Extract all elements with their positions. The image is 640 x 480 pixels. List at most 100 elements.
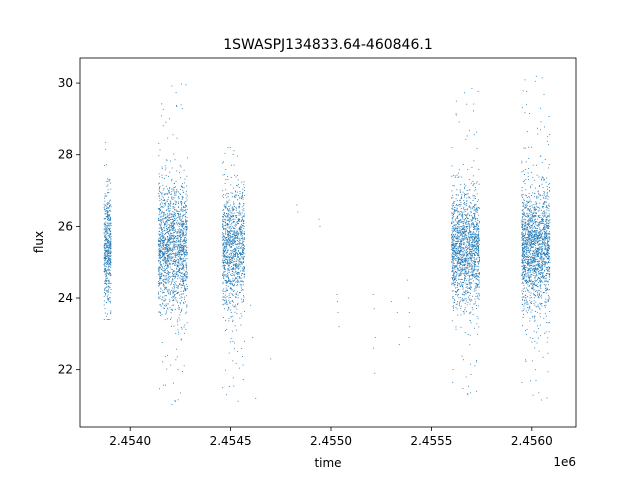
data-point xyxy=(238,207,240,209)
data-point xyxy=(109,269,111,271)
data-point xyxy=(469,220,471,222)
data-point xyxy=(183,261,185,262)
data-point xyxy=(107,260,109,262)
data-point xyxy=(474,235,476,237)
data-point xyxy=(186,272,188,274)
data-point xyxy=(455,274,457,276)
data-point xyxy=(183,252,185,254)
data-point xyxy=(166,256,168,258)
data-point xyxy=(543,230,545,232)
data-point xyxy=(528,213,530,215)
data-point xyxy=(241,227,243,228)
data-point xyxy=(241,284,243,286)
data-point xyxy=(165,216,167,218)
data-point xyxy=(104,254,106,256)
data-point xyxy=(453,251,455,253)
data-point xyxy=(105,221,107,223)
data-point xyxy=(454,278,456,280)
data-point xyxy=(461,196,463,198)
data-point xyxy=(104,213,106,215)
data-point xyxy=(184,324,186,326)
data-point xyxy=(179,269,180,270)
data-point xyxy=(231,222,233,224)
data-point xyxy=(454,250,456,252)
data-point xyxy=(473,263,475,264)
data-point xyxy=(243,294,244,296)
data-point xyxy=(167,249,169,251)
data-point xyxy=(109,244,111,245)
data-point xyxy=(241,253,243,255)
data-point xyxy=(226,260,228,262)
data-point xyxy=(106,302,107,304)
data-point xyxy=(159,255,161,257)
data-point xyxy=(172,214,174,216)
data-point xyxy=(170,247,172,249)
data-point xyxy=(229,283,231,284)
data-point xyxy=(457,290,459,292)
data-point xyxy=(464,247,466,249)
data-point xyxy=(106,313,108,315)
data-point xyxy=(166,262,168,264)
data-point xyxy=(104,268,106,270)
data-point xyxy=(475,276,476,278)
data-point xyxy=(235,240,237,242)
data-point xyxy=(462,228,464,230)
data-point xyxy=(238,367,240,369)
data-point xyxy=(177,238,179,240)
data-point xyxy=(160,304,161,306)
data-point xyxy=(462,293,463,295)
data-point xyxy=(466,286,468,288)
data-point xyxy=(476,240,477,242)
data-point xyxy=(107,222,109,224)
data-point xyxy=(169,266,171,268)
data-point xyxy=(108,258,110,260)
data-point xyxy=(228,231,230,233)
data-point xyxy=(543,226,545,228)
data-point xyxy=(103,300,105,302)
data-point xyxy=(464,186,466,188)
data-point xyxy=(468,279,470,281)
data-point xyxy=(241,231,243,233)
data-point xyxy=(181,204,183,206)
data-point xyxy=(545,261,547,263)
data-point xyxy=(472,226,474,228)
data-point xyxy=(183,246,185,248)
data-point xyxy=(459,302,460,304)
data-point xyxy=(460,226,462,228)
data-point xyxy=(476,243,478,245)
data-point xyxy=(231,243,233,245)
data-point xyxy=(185,262,187,264)
data-point xyxy=(468,282,470,284)
data-point xyxy=(184,312,186,314)
data-point xyxy=(177,292,179,293)
data-point xyxy=(229,231,230,233)
data-point xyxy=(176,278,178,280)
data-point xyxy=(185,251,187,253)
data-point xyxy=(237,297,239,299)
data-point xyxy=(107,246,109,248)
data-point xyxy=(167,231,169,232)
data-point xyxy=(159,262,161,264)
data-point xyxy=(462,311,464,312)
data-point xyxy=(460,176,462,178)
data-point xyxy=(184,252,185,254)
data-point xyxy=(464,291,466,293)
data-point xyxy=(185,276,187,278)
data-point xyxy=(236,243,238,245)
data-point xyxy=(106,185,108,187)
data-point xyxy=(225,287,227,289)
data-point xyxy=(171,85,173,87)
data-point xyxy=(468,280,470,282)
data-point xyxy=(223,290,225,292)
data-point xyxy=(459,245,461,247)
data-point xyxy=(222,262,224,264)
data-point xyxy=(477,253,479,254)
data-point xyxy=(108,286,110,287)
data-point xyxy=(534,235,536,237)
data-point xyxy=(224,152,226,154)
data-point xyxy=(243,231,245,233)
data-point xyxy=(184,260,186,262)
data-point xyxy=(467,193,469,195)
data-point xyxy=(242,244,244,246)
data-point xyxy=(463,225,465,227)
